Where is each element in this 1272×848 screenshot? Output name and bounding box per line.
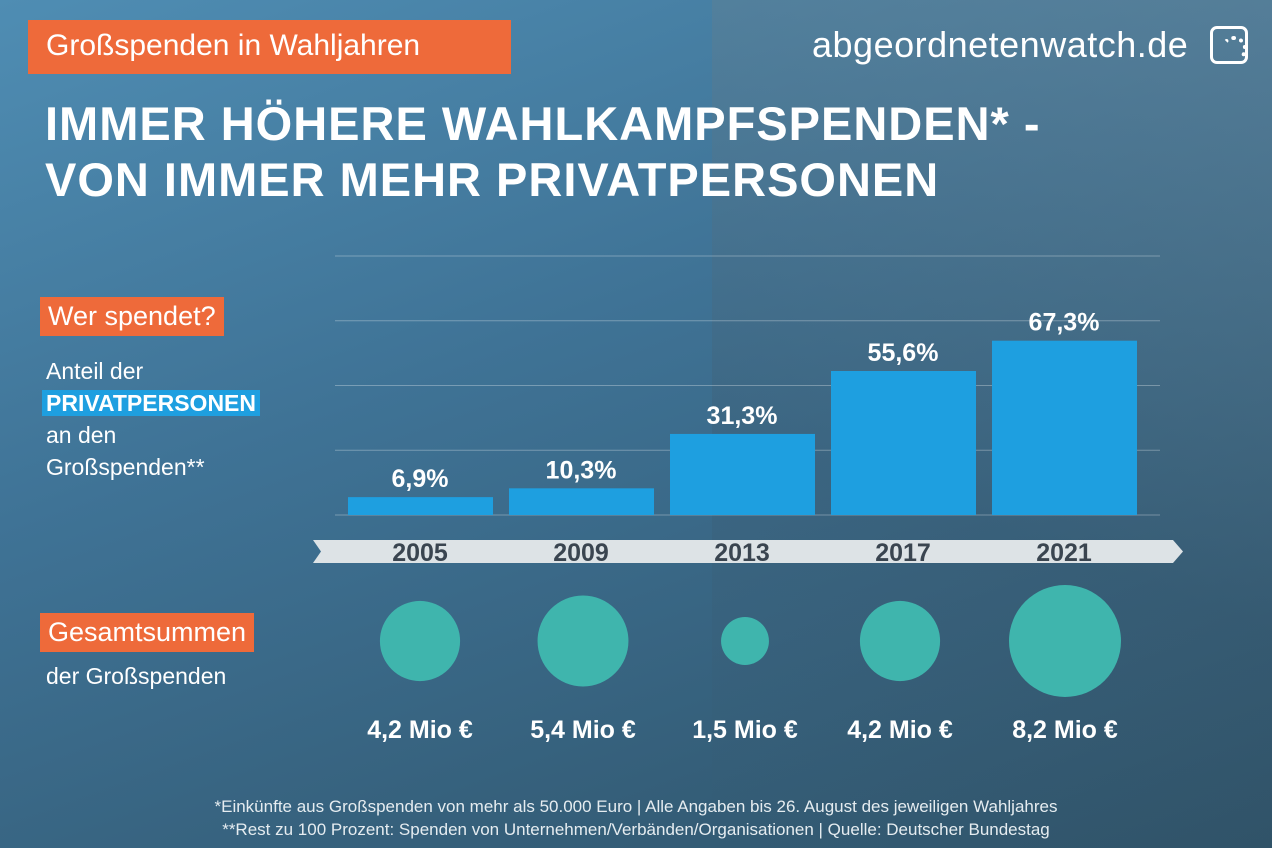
bar-label: 6,9% [392,465,449,493]
speedometer-icon [1210,26,1248,64]
total-label: 8,2 Mio € [1012,716,1118,744]
bar-2013 [670,433,815,515]
page-title: IMMER HÖHERE WAHLKAMPFSPENDEN* - VON IMM… [45,96,1041,208]
year-label: 2017 [875,539,931,567]
bubble-2005 [379,600,461,682]
bar-2021 [992,340,1137,515]
bar-2009 [509,488,654,515]
title-line: VON IMMER MEHR PRIVATPERSONEN [45,153,940,206]
total-label: 4,2 Mio € [847,716,953,744]
logo[interactable]: abgeordnetenwatch.de [812,24,1189,65]
bubble-2021 [1009,585,1121,697]
year-label: 2009 [553,539,609,567]
totals-tag: Gesamtsummen [40,613,255,652]
year-label: 2013 [714,539,770,567]
title-line: IMMER HÖHERE WAHLKAMPFSPENDEN* - [45,97,1041,150]
topic-badge: Großspenden in Wahljahren [28,20,511,74]
total-label: 5,4 Mio € [530,716,636,744]
bubble-2013 [721,617,769,665]
footnote-2: **Rest zu 100 Prozent: Spenden von Unter… [222,820,1050,839]
year-label: 2021 [1036,539,1092,567]
desc-line: Großspenden** [46,454,205,480]
highlight-private: PRIVATPERSONEN [42,390,261,416]
year-label: 2005 [392,539,448,567]
bar-label: 67,3% [1029,309,1100,337]
bar-label: 55,6% [868,339,939,367]
bar-2005 [348,497,493,515]
timeline-band [313,540,1183,563]
bar-label: 31,3% [707,402,778,430]
footnote-1: *Einkünfte aus Großspenden von mehr als … [214,797,1058,816]
share-description: Anteil der PRIVATPERSONEN an den Großspe… [42,355,261,483]
total-label: 1,5 Mio € [692,716,798,744]
bar-2017 [831,370,976,515]
desc-line: Anteil der [46,358,144,384]
totals-sub: der Großspenden [46,663,227,689]
total-label: 4,2 Mio € [367,716,473,744]
desc-line: an den [46,422,117,448]
bubble-2017 [859,600,941,682]
bubble-2009 [537,595,629,687]
bar-label: 10,3% [546,456,617,484]
who-donates-tag: Wer spendet? [40,297,224,336]
